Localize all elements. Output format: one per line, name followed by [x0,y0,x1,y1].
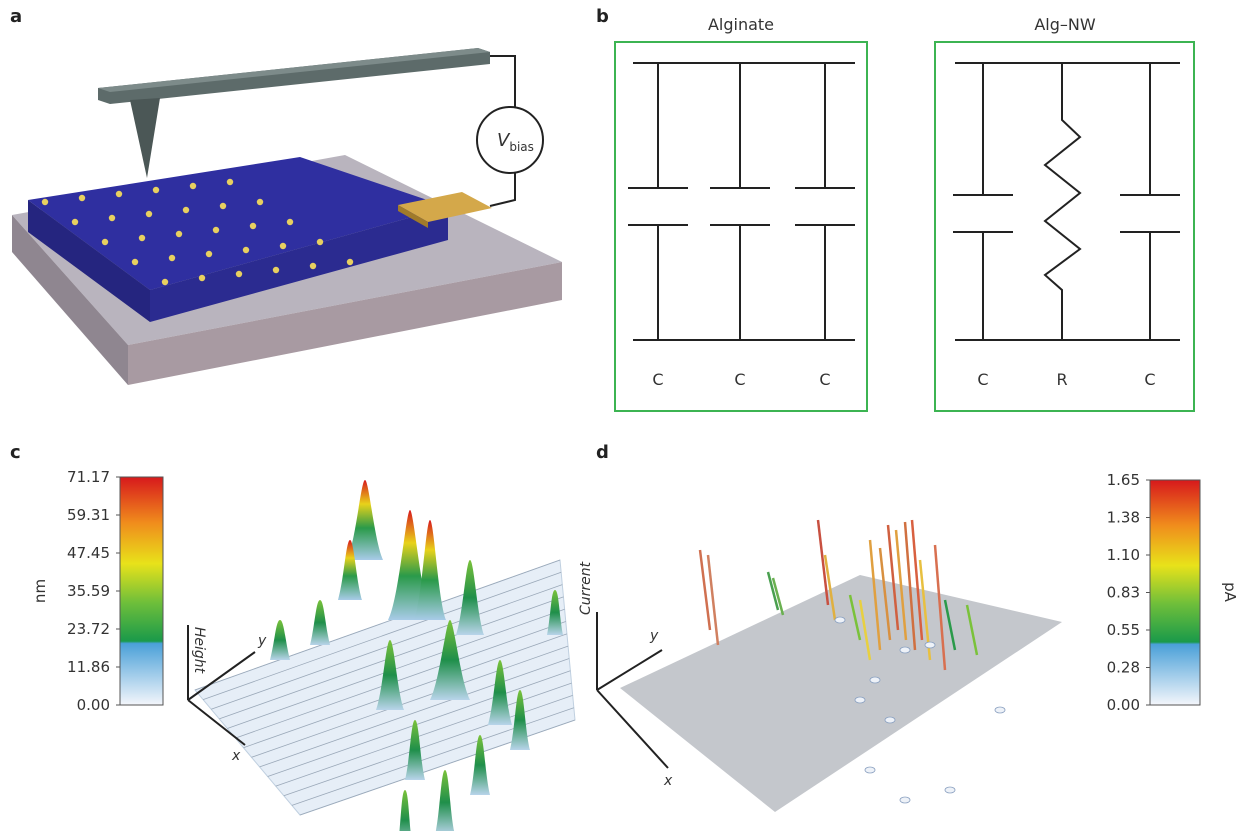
colorbar [120,477,163,705]
height-peak [397,790,413,831]
nanowire-dot [220,203,226,209]
colorbar-tick-label: 0.28 [1107,659,1140,677]
nanowire-dot [42,199,48,205]
height-surface [195,480,575,831]
colorbar-tick-label: 1.10 [1107,546,1140,564]
current-blob [995,707,1005,713]
colorbar-tick-label: 47.45 [67,544,110,562]
element-label: C [1144,370,1155,389]
colorbar-tick-label: 59.31 [67,506,110,524]
current-blob [900,797,910,803]
colorbar-tick-label: 1.38 [1107,509,1140,527]
nanowire-dot [72,219,78,225]
nanowire-dot [102,239,108,245]
nanowire-dot [310,263,316,269]
circuit-box [935,42,1194,411]
colorbar [1150,480,1200,705]
nanowire-dot [146,211,152,217]
colorbar-tick-label: 35.59 [67,582,110,600]
nanowire-dot [109,215,115,221]
nanowire-dot [176,231,182,237]
nanowire-dot [273,267,279,273]
current-blob [835,617,845,623]
axis-label: Current [578,561,594,615]
nanowire-dot [206,251,212,257]
nanowire-dot [280,243,286,249]
nanowire-dot [132,259,138,265]
panel-label: d [596,442,609,463]
current-blob [885,717,895,723]
nanowire-dot [257,199,263,205]
colorbar-tick-label: 0.00 [77,696,110,714]
nanowire-dot [169,255,175,261]
colorbar-tick-label: 71.17 [67,468,110,486]
current-blob [865,767,875,773]
circuit-lines [628,63,1180,340]
colorbar-tick-label: 0.55 [1107,621,1140,639]
panel-label: b [596,6,609,27]
nanowire-dot [183,207,189,213]
current-blob [870,677,880,683]
colorbar-tick-label: 0.83 [1107,584,1140,602]
panel-label: a [10,6,22,27]
nanowire-dot [250,223,256,229]
colorbar-tick-label: 11.86 [67,658,110,676]
nanowire-dot [162,279,168,285]
current-plane [620,575,1062,812]
element-label: C [819,370,830,389]
figure: a Vbias b Alginate Alg–NW C C C C R C c [0,0,1239,831]
current-blob [855,697,865,703]
panel-label: c [10,442,21,463]
circuit-title: Alginate [708,15,774,34]
axis-label: x [231,748,241,764]
nanowire-dot [347,259,353,265]
current-blob [945,787,955,793]
circuit-title: Alg–NW [1034,15,1096,34]
nanowire-dot [116,191,122,197]
axis-label: x [663,773,673,789]
nanowire-dot [190,183,196,189]
nanowire-dot [243,247,249,253]
height-peak [435,770,455,831]
nanowire-dot [287,219,293,225]
afm-schematic: Vbias [12,48,562,385]
height-peak [270,620,290,660]
axis-label: y [257,633,267,649]
colorbar-unit: pA [1221,582,1239,603]
element-label: C [977,370,988,389]
height-peak [310,600,330,645]
element-label: R [1056,370,1067,389]
nanowire-dot [227,179,233,185]
element-label: C [734,370,745,389]
element-label: C [652,370,663,389]
current-spike [708,555,718,645]
nanowire-dot [213,227,219,233]
colorbar-tick-label: 23.72 [67,620,110,638]
current-blob [900,647,910,653]
current-blob [925,642,935,648]
nanowire-dot [236,271,242,277]
axis-label: y [649,628,659,644]
colorbar-tick-label: 0.00 [1107,696,1140,714]
colorbar-tick-label: 1.65 [1107,471,1140,489]
nanowire-dot [153,187,159,193]
nanowire-dot [139,235,145,241]
nanowire-dot [317,239,323,245]
colorbar-unit: nm [31,579,49,603]
axis-label: Height [191,627,207,674]
nanowire-dot [79,195,85,201]
nanowire-dot [199,275,205,281]
